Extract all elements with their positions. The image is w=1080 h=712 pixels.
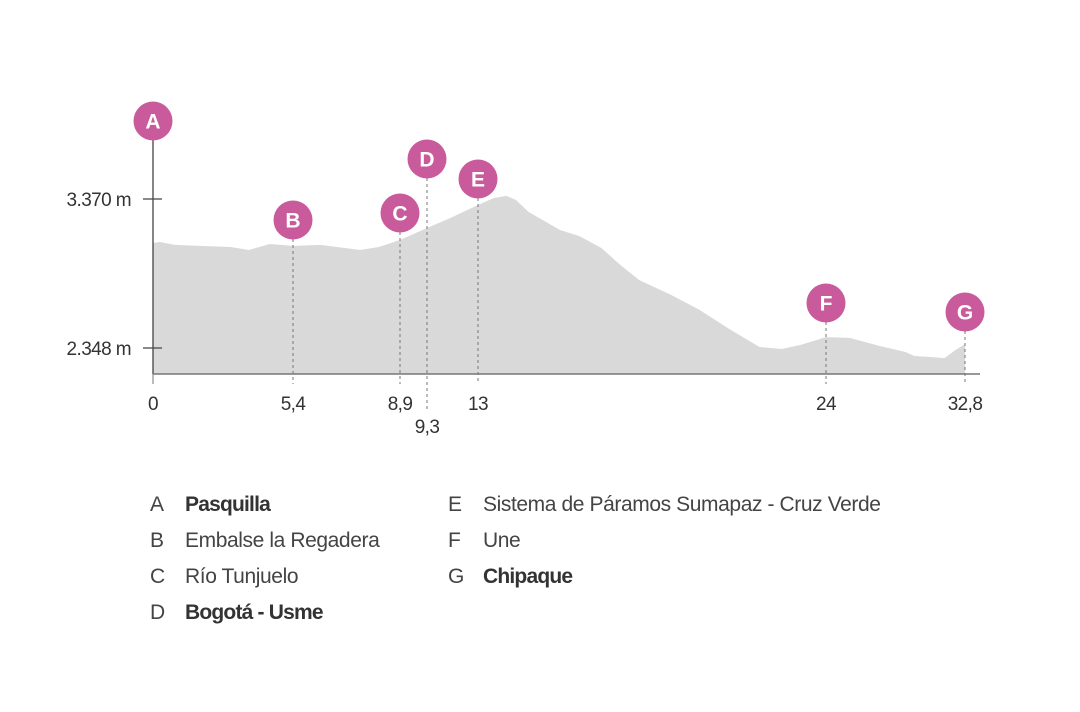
marker-circle bbox=[458, 159, 498, 199]
marker-c: C bbox=[380, 193, 420, 233]
legend-letter: D bbox=[150, 601, 165, 624]
marker-f: F bbox=[806, 283, 846, 323]
legend-item: F Une bbox=[448, 529, 521, 552]
marker-a: A bbox=[133, 101, 173, 141]
marker-circle bbox=[273, 200, 313, 240]
marker-g: G bbox=[945, 292, 985, 332]
legend-letter: F bbox=[448, 529, 460, 552]
x-tick-label: 9,3 bbox=[415, 417, 440, 438]
marker-letter: G bbox=[957, 302, 973, 325]
legend-letter: G bbox=[448, 565, 464, 588]
x-tick-label: 0 bbox=[148, 394, 158, 415]
marker-b: B bbox=[273, 200, 313, 240]
legend-letter: E bbox=[448, 493, 462, 516]
x-tick-label: 24 bbox=[816, 394, 837, 415]
legend-item: E Sistema de Páramos Sumapaz - Cruz Verde bbox=[448, 493, 881, 516]
x-tick-label: 8,9 bbox=[388, 394, 413, 415]
x-tick-label: 32,8 bbox=[948, 394, 983, 415]
legend-item: D Bogotá - Usme bbox=[150, 601, 324, 624]
legend-letter: A bbox=[150, 493, 164, 516]
marker-circle bbox=[806, 283, 846, 323]
legend-name: Pasquilla bbox=[185, 493, 271, 516]
elevation-area bbox=[153, 195, 965, 374]
legend-item: B Embalse la Regadera bbox=[150, 529, 380, 552]
marker-letter: F bbox=[820, 293, 833, 316]
marker-letter: A bbox=[145, 111, 160, 134]
legend-name: Río Tunjuelo bbox=[185, 565, 298, 588]
marker-e: E bbox=[458, 159, 498, 199]
x-tick-label: 13 bbox=[468, 394, 488, 415]
legend-name: Une bbox=[483, 529, 520, 552]
legend-item: G Chipaque bbox=[448, 565, 573, 588]
legend-name: Chipaque bbox=[483, 565, 572, 588]
marker-circle bbox=[945, 292, 985, 332]
legend-item: A Pasquilla bbox=[150, 493, 272, 516]
marker-circle bbox=[133, 101, 173, 141]
x-tick-label: 5,4 bbox=[281, 394, 307, 415]
marker-circle bbox=[380, 193, 420, 233]
marker-letter: E bbox=[471, 169, 485, 192]
legend-name: Sistema de Páramos Sumapaz - Cruz Verde bbox=[483, 493, 881, 516]
legend: A Pasquilla B Embalse la Regadera C Río Tunju… bbox=[150, 493, 881, 624]
legend-letter: C bbox=[150, 565, 165, 588]
y-tick-label: 3.370 m bbox=[67, 190, 131, 211]
marker-circle bbox=[407, 139, 447, 179]
marker-letter: C bbox=[392, 203, 407, 226]
legend-name: Bogotá - Usme bbox=[185, 601, 323, 624]
legend-item: C Río Tunjuelo bbox=[150, 565, 299, 588]
legend-letter: B bbox=[150, 529, 164, 552]
marker-letter: B bbox=[285, 210, 300, 233]
y-tick-label: 2.348 m bbox=[67, 339, 131, 360]
marker-letter: D bbox=[419, 149, 434, 172]
legend-name: Embalse la Regadera bbox=[185, 529, 380, 552]
marker-d: D bbox=[407, 139, 447, 179]
